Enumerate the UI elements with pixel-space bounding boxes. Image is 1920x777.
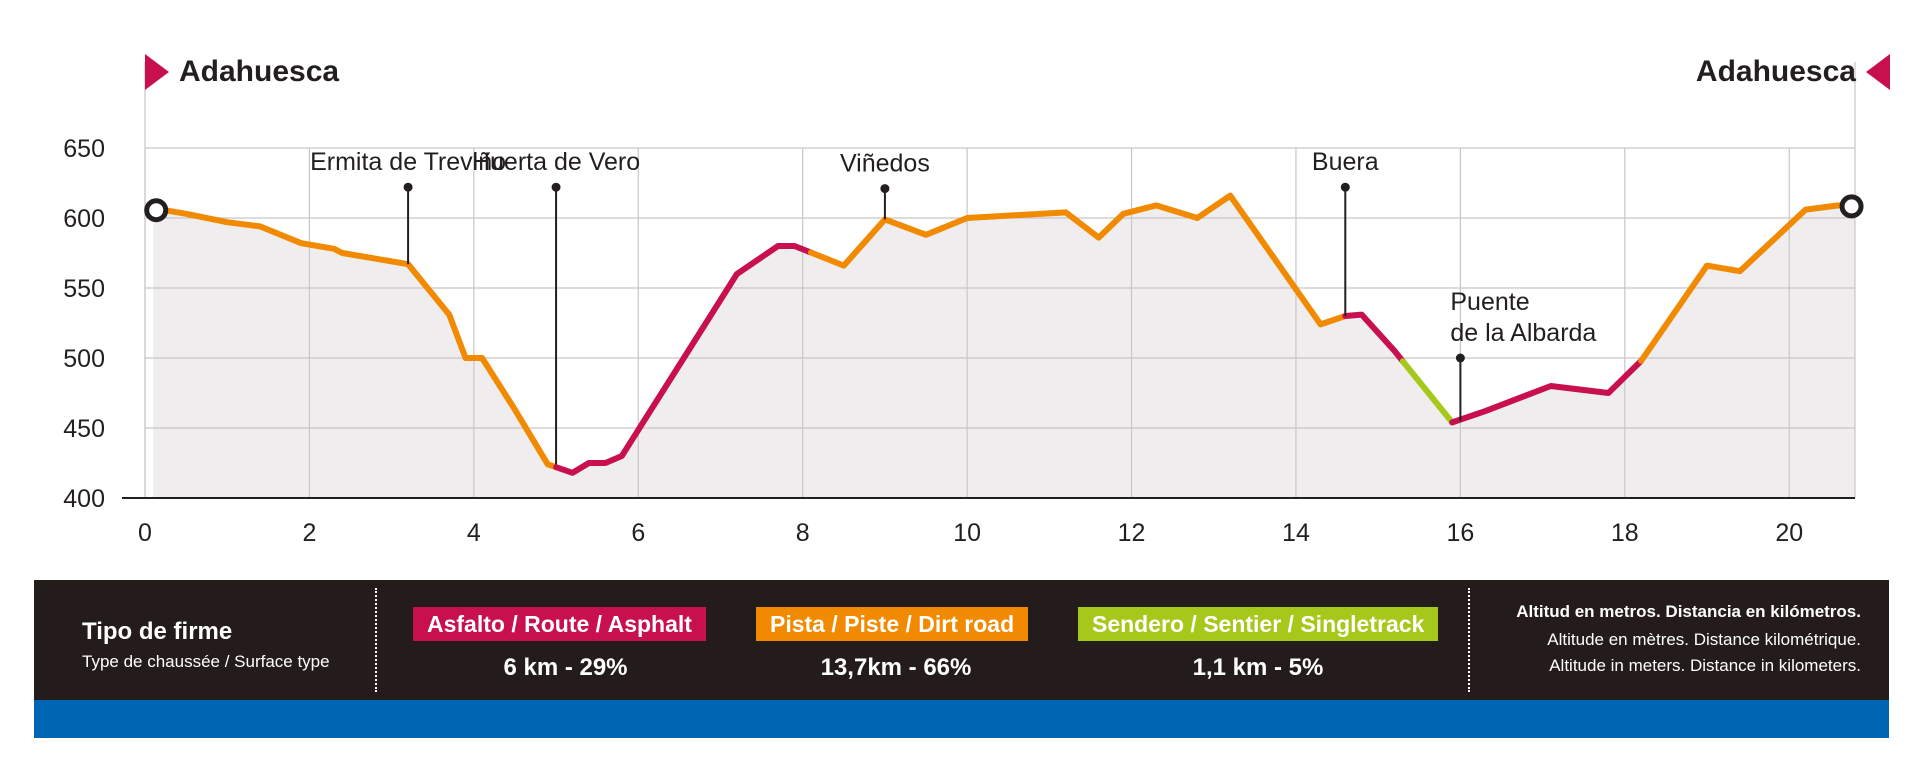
profile-segment-asphalt bbox=[1342, 311, 1406, 365]
legend-divider bbox=[1468, 588, 1470, 692]
elevation-profile-chart: 400 450 500 550 600 650 0 2 4 6 8 10 12 14 16 18 20 Ermit… bbox=[63, 62, 1864, 547]
x-tick-label: 8 bbox=[796, 519, 810, 547]
y-tick-label: 500 bbox=[63, 345, 105, 373]
annotation-dot bbox=[1455, 353, 1465, 363]
y-tick-label: 650 bbox=[63, 135, 105, 163]
annotation-dot bbox=[880, 184, 890, 194]
x-tick-label: 14 bbox=[1282, 519, 1310, 547]
profile-segment-single bbox=[1399, 358, 1456, 426]
legend-singletrack-stat: 1,1 km - 5% bbox=[1192, 654, 1324, 681]
legend-divider bbox=[375, 588, 377, 692]
annotation-dot bbox=[1340, 182, 1350, 192]
legend-dirt-stat: 13,7km - 66% bbox=[820, 654, 972, 681]
end-point-marker bbox=[1839, 194, 1864, 219]
annotation-label: de la Albarda bbox=[1450, 319, 1596, 347]
y-tick-label: 400 bbox=[63, 485, 105, 513]
legend-note-es: Altitud en metros. Distancia en kilómetr… bbox=[1516, 602, 1861, 621]
annotation-label: Huerta de Vero bbox=[472, 148, 640, 176]
legend-title: Tipo de firme bbox=[82, 618, 233, 645]
legend-note-en: Altitude in meters. Distance in kilomete… bbox=[1549, 656, 1861, 675]
y-tick-label: 600 bbox=[63, 205, 105, 233]
annotation-dot bbox=[551, 182, 561, 192]
annotation-label: Viñedos bbox=[840, 150, 930, 178]
annotation-dot bbox=[403, 182, 413, 192]
legend-singletrack-badge: Sendero / Sentier / Singletrack bbox=[1078, 607, 1439, 641]
annotation-label: Ermita de Treviño bbox=[310, 148, 506, 176]
legend-dirt-badge: Pista / Piste / Dirt road bbox=[756, 607, 1029, 641]
y-tick-label: 450 bbox=[63, 415, 105, 443]
x-tick-label: 12 bbox=[1118, 519, 1146, 547]
footer-accent-bar bbox=[34, 700, 1889, 738]
legend-asphalt-stat: 6 km - 29% bbox=[503, 654, 628, 681]
x-tick-label: 10 bbox=[953, 519, 981, 547]
x-tick-label: 0 bbox=[138, 519, 152, 547]
x-tick-label: 2 bbox=[302, 519, 316, 547]
legend-asphalt-badge: Asfalto / Route / Asphalt bbox=[413, 607, 706, 641]
end-marker: Adahuesca bbox=[1696, 54, 1890, 90]
profile-segment-asphalt bbox=[553, 243, 814, 476]
x-tick-label: 4 bbox=[467, 519, 481, 547]
profile-segment-dirt bbox=[1638, 202, 1842, 364]
end-flag-icon bbox=[1866, 54, 1890, 90]
y-tick-label: 550 bbox=[63, 275, 105, 303]
legend-note-fr: Altitude en mètres. Distance kilométriqu… bbox=[1547, 630, 1861, 649]
surface-legend: Tipo de firme Type de chaussée / Surface… bbox=[34, 580, 1889, 700]
x-tick-label: 20 bbox=[1775, 519, 1803, 547]
x-tick-label: 18 bbox=[1611, 519, 1639, 547]
profile-segment-asphalt bbox=[1449, 357, 1645, 426]
start-marker: Adahuesca bbox=[145, 54, 339, 90]
profile-segment-dirt bbox=[150, 205, 560, 471]
annotation-label: Buera bbox=[1312, 148, 1379, 176]
profile-area bbox=[153, 195, 1856, 498]
start-label: Adahuesca bbox=[179, 55, 340, 88]
start-point-marker bbox=[144, 198, 169, 223]
x-tick-label: 6 bbox=[631, 519, 645, 547]
x-tick-label: 16 bbox=[1446, 519, 1474, 547]
annotation-label: Puente bbox=[1450, 288, 1529, 316]
end-label: Adahuesca bbox=[1695, 55, 1856, 88]
start-flag-icon bbox=[145, 54, 169, 90]
legend-subtitle: Type de chaussée / Surface type bbox=[82, 652, 330, 671]
